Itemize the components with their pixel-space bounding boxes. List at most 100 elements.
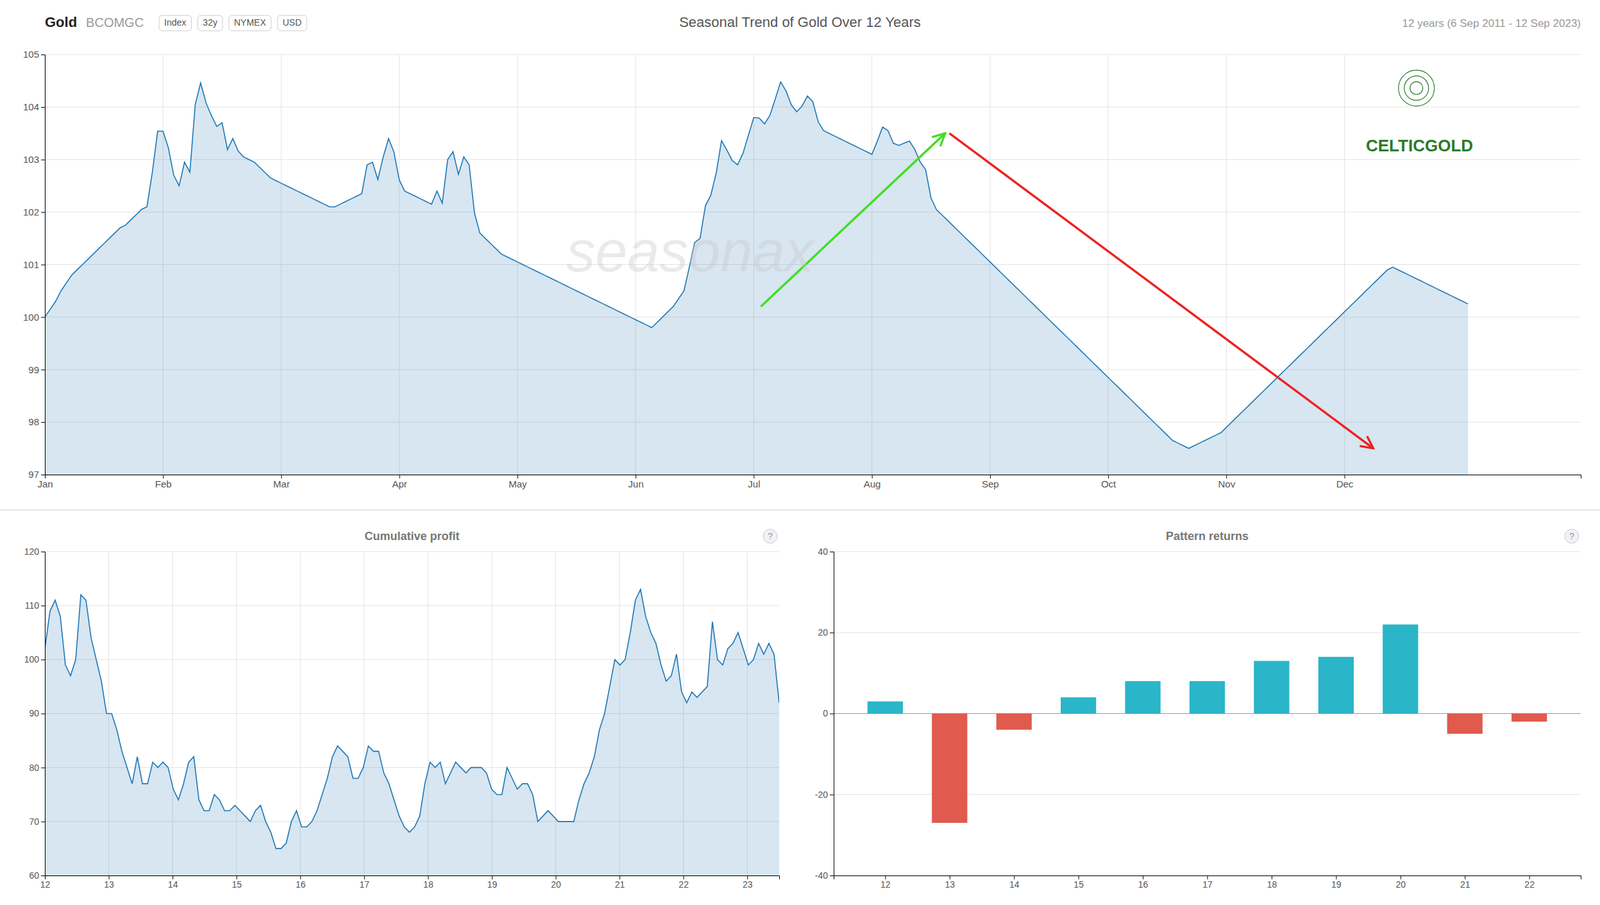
y-tick-mark: [829, 875, 834, 876]
tag-label: USD: [282, 17, 303, 28]
x-tick: 16: [1138, 875, 1149, 890]
y-tick: 103: [23, 153, 45, 165]
y-tick-mark: [41, 159, 45, 161]
y-tick: -40: [815, 870, 834, 881]
tag-box: [197, 15, 223, 31]
x-tick-label: Apr: [392, 478, 408, 490]
bar: [1124, 681, 1161, 714]
y-tick-label: 105: [23, 48, 40, 60]
panel: JanFebMarAprMayJunJulAugSepOctNovDec9798…: [23, 48, 1582, 489]
y-tick-mark: [41, 54, 45, 56]
y-tick-label: 20: [817, 627, 828, 638]
y-tick: 120: [24, 546, 45, 557]
x-tick: 15: [231, 875, 242, 890]
header: GoldBCOMGCIndex32yNYMEXUSDSeasonal Trend…: [44, 14, 1581, 31]
y-tick-label: 120: [24, 546, 40, 557]
y-tick-mark: [41, 264, 45, 266]
x-tick: Jan: [37, 474, 53, 490]
x-tick-label: 18: [1267, 879, 1278, 890]
x-tick: Jun: [628, 474, 644, 490]
y-tick-label: 0: [822, 707, 828, 719]
x-tick-label: May: [508, 478, 528, 490]
x-tick: 19: [487, 875, 498, 890]
y-tick: 110: [25, 600, 45, 611]
y-tick-mark: [41, 107, 45, 108]
x-tick-label: 13: [103, 879, 115, 890]
x-tick-label: 20: [550, 879, 562, 890]
y-tick: 99: [28, 364, 45, 376]
x-tick: 19: [1331, 875, 1342, 890]
y-tick-mark: [41, 551, 45, 553]
panel-title: Cumulative profit: [364, 529, 460, 543]
tag: 32y: [197, 15, 223, 31]
y-axis: 979899100101102103104105: [23, 48, 46, 480]
y-tick: 100: [23, 311, 45, 323]
grid-line-y: [44, 605, 780, 607]
x-axis: JanFebMarAprMayJunJulAugSepOctNovDec: [37, 474, 1581, 490]
logo-ring: [1404, 75, 1429, 101]
tag-box: [228, 15, 272, 31]
x-tick: 18: [423, 875, 434, 890]
grid: [44, 551, 780, 876]
y-tick-mark: [829, 551, 834, 553]
x-tick-label: 19: [487, 879, 498, 890]
arrow: [949, 133, 1373, 449]
y-tick-label: 99: [28, 364, 40, 376]
bar: [1318, 656, 1354, 714]
x-tick-label: 17: [359, 879, 371, 890]
x-tick: 14: [1009, 875, 1020, 890]
header-name: Gold: [44, 14, 77, 31]
y-tick-mark: [41, 767, 45, 769]
y-tick: 60: [28, 870, 45, 881]
x-tick-label: 21: [1460, 879, 1471, 890]
y-tick-label: 40: [817, 546, 828, 557]
x-tick: 22: [678, 875, 689, 890]
y-tick-mark: [41, 821, 45, 823]
y-tick: 20: [817, 627, 834, 638]
x-tick-label: 16: [295, 879, 306, 890]
y-tick-mark: [829, 713, 834, 715]
x-tick-label: 12: [880, 879, 891, 890]
bar: [1253, 660, 1289, 714]
y-tick: 102: [23, 206, 45, 218]
y-tick: 40: [817, 546, 834, 557]
x-tick-label: Jan: [37, 478, 53, 490]
x-tick: 12: [880, 875, 891, 890]
y-tick-label: 80: [28, 762, 40, 773]
title: Seasonal Trend of Gold Over 12 Years: [679, 14, 921, 31]
x-tick-label: Jun: [628, 478, 644, 490]
x-tick-label: 19: [1331, 879, 1342, 890]
y-tick-mark: [41, 659, 45, 660]
x-tick-label: Jul: [747, 478, 760, 490]
logo-ring: [1398, 69, 1435, 106]
x-tick: 22: [1524, 875, 1535, 890]
grid-line-x: [1226, 54, 1227, 475]
y-axis-line: [41, 55, 46, 476]
x-tick: 21: [614, 875, 626, 890]
area: [44, 589, 780, 876]
x-tick: Aug: [863, 474, 882, 490]
watermark: seasonax: [566, 219, 816, 284]
grid-line-y: [44, 551, 780, 553]
grid: [833, 551, 1581, 876]
x-axis: 1213141516171819202122: [834, 875, 1582, 890]
y-tick: 98: [28, 416, 45, 428]
x-tick: 20: [550, 875, 562, 890]
panel: 1213141516171819202122-40-2002040Pattern…: [815, 529, 1582, 890]
y-tick-label: 100: [23, 311, 40, 323]
y-tick-mark: [41, 212, 45, 213]
y-tick-label: 101: [23, 259, 40, 270]
tag: NYMEX: [228, 15, 272, 31]
plot-area: [44, 82, 1468, 475]
plot-area: [867, 624, 1548, 823]
bar: [1447, 713, 1483, 735]
y-tick: 80: [28, 762, 45, 773]
help-circle: [763, 529, 778, 544]
x-tick: 18: [1267, 875, 1278, 890]
y-tick-label: -40: [815, 870, 828, 881]
tag: Index: [159, 15, 192, 31]
x-tick-label: 15: [231, 879, 242, 890]
x-tick-label: Sep: [981, 478, 1000, 490]
y-tick-label: 103: [23, 153, 40, 165]
y-axis-line: [41, 552, 46, 876]
